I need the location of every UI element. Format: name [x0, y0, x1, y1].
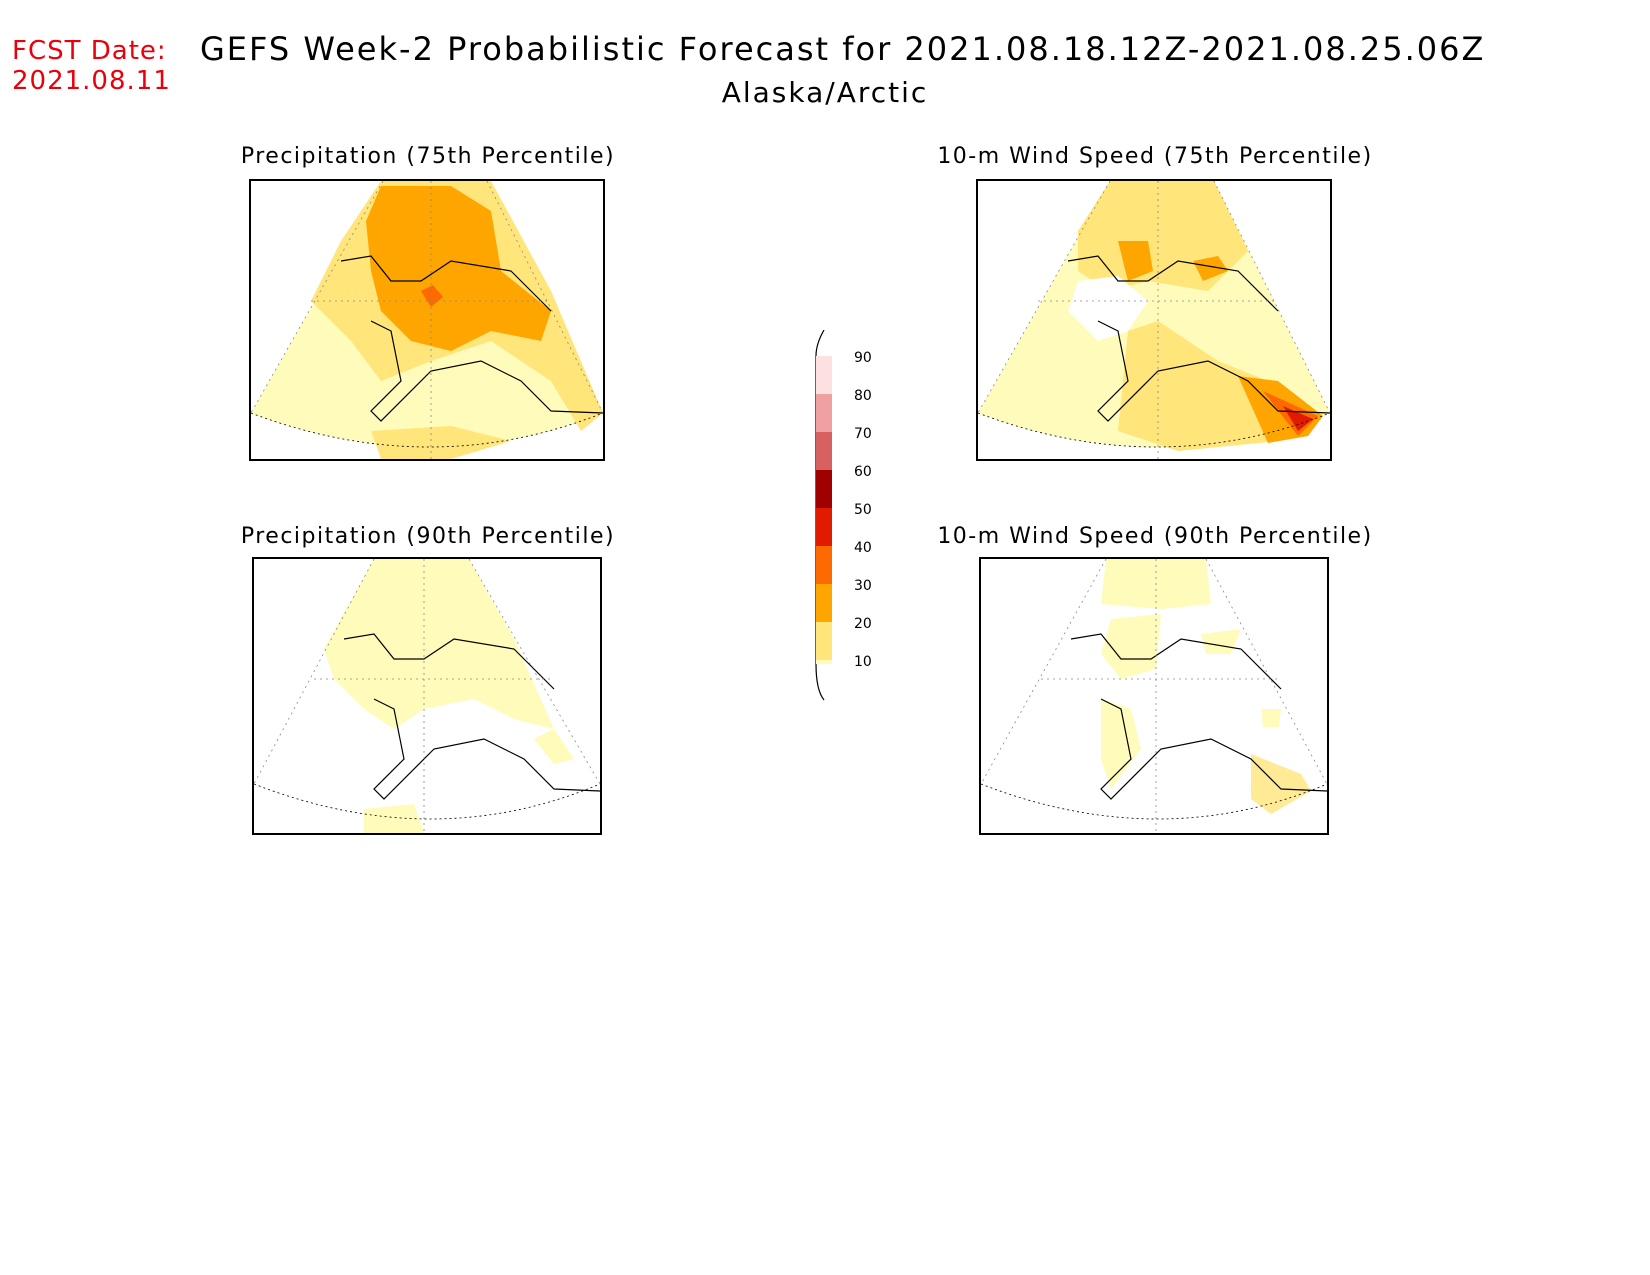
colorbar-label-90: 90: [854, 350, 872, 366]
colorbar-label-10: 10: [854, 654, 872, 670]
panel-title-precip90: Precipitation (90th Percentile): [240, 524, 616, 549]
colorbar-label-60: 60: [854, 464, 872, 480]
colorbar-label-50: 50: [854, 502, 872, 518]
colorbar-label-20: 20: [854, 616, 872, 632]
page-subtitle: Alaska/Arctic: [721, 76, 929, 109]
colorbar-label-30: 30: [854, 578, 872, 594]
colorbar-label-70: 70: [854, 426, 872, 442]
fcst-date-label: FCST Date:: [12, 36, 167, 66]
panel-title-wind75: 10-m Wind Speed (75th Percentile): [937, 144, 1373, 169]
panel-title-precip75: Precipitation (75th Percentile): [240, 144, 616, 169]
map-precip75: [249, 179, 605, 461]
page-title: GEFS Week-2 Probabilistic Forecast for 2…: [200, 30, 1486, 68]
forecast-date-block: FCST Date: 2021.08.11: [12, 36, 171, 96]
fcst-date-value: 2021.08.11: [12, 66, 171, 96]
colorbar-label-80: 80: [854, 388, 872, 404]
map-wind75: [976, 179, 1332, 461]
colorbar-label-40: 40: [854, 540, 872, 556]
panel-title-wind90: 10-m Wind Speed (90th Percentile): [937, 524, 1373, 549]
map-precip90: [252, 557, 602, 835]
map-wind90: [979, 557, 1329, 835]
